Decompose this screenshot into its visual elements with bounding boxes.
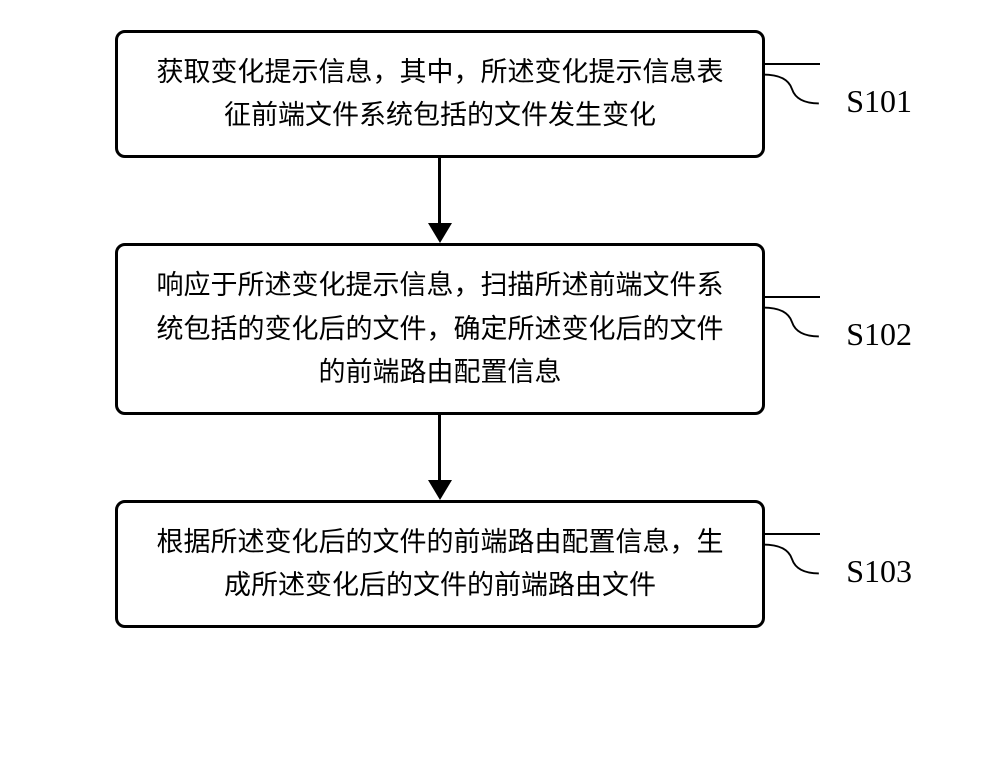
step-1-label: S101 [846,83,912,120]
step-3-text: 根据所述变化后的文件的前端路由配置信息，生成所述变化后的文件的前端路由文件 [148,521,732,607]
connector-1 [438,158,441,223]
arrow-1 [428,223,452,243]
flowchart-container: 获取变化提示信息，其中，所述变化提示信息表征前端文件系统包括的文件发生变化 S1… [115,30,885,628]
arrow-2 [428,480,452,500]
step-2-text: 响应于所述变化提示信息，扫描所述前端文件系统包括的变化后的文件，确定所述变化后的… [148,264,732,394]
flow-step-1: 获取变化提示信息，其中，所述变化提示信息表征前端文件系统包括的文件发生变化 S1… [115,30,765,158]
connector-curve-1 [762,63,820,113]
connector-curve-2 [762,296,820,346]
connector-curve-3 [762,533,820,583]
step-1-text: 获取变化提示信息，其中，所述变化提示信息表征前端文件系统包括的文件发生变化 [148,51,732,137]
connector-2 [438,415,441,480]
flow-step-2: 响应于所述变化提示信息，扫描所述前端文件系统包括的变化后的文件，确定所述变化后的… [115,243,765,415]
step-2-label: S102 [846,316,912,353]
step-3-label: S103 [846,553,912,590]
flow-step-3: 根据所述变化后的文件的前端路由配置信息，生成所述变化后的文件的前端路由文件 S1… [115,500,765,628]
